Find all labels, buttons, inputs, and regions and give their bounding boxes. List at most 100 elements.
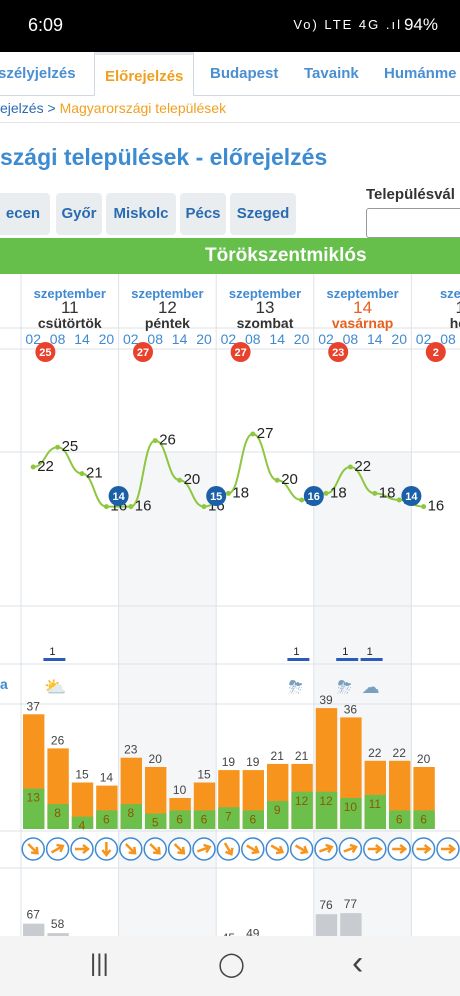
temperature-point: [30, 464, 36, 470]
wind-gust-label: 37: [27, 699, 41, 713]
cloud-cover-label: 45: [222, 931, 236, 936]
temperature-point: [177, 477, 183, 483]
wind-arrow-icon: [149, 843, 161, 855]
temperature-label: 18: [379, 484, 396, 501]
tab-lakes[interactable]: Tavaink: [304, 65, 359, 82]
home-icon[interactable]: ◯: [218, 951, 245, 978]
wind-avg-label: 4: [79, 819, 86, 833]
day-number: 14: [353, 298, 372, 317]
signal-icons: Vo) LTE 4G .ıl: [293, 17, 402, 32]
wind-gust-label: 22: [393, 746, 407, 760]
temperature-point: [372, 490, 378, 496]
breadcrumb-current[interactable]: Magyarországi települések: [59, 100, 227, 116]
wind-arrow-icon: [196, 843, 212, 854]
temperature-label: 20: [281, 471, 298, 488]
hour-label: 20: [391, 331, 407, 347]
forecast-chart: szeptember11csütörtökszeptember12pénteks…: [0, 274, 460, 936]
min-temp-label: 14: [405, 491, 418, 503]
wind-gust-label: 22: [368, 746, 382, 760]
wind-avg-bar: [389, 810, 411, 829]
hour-label: 02: [123, 331, 139, 347]
city-button-gyor[interactable]: Győr: [56, 193, 102, 235]
cloud-cover-label: 49: [246, 927, 260, 936]
hour-label: 08: [440, 331, 456, 347]
town-select-input[interactable]: [366, 208, 460, 238]
max-temp-label: 23: [332, 347, 344, 359]
hour-label: 08: [343, 331, 359, 347]
page-title: szági települések - előrejelzés: [0, 144, 328, 170]
wind-avg-bar: [267, 801, 289, 829]
wind-avg-label: 6: [201, 812, 208, 826]
min-temp-label: 15: [210, 491, 222, 503]
weather-icon: ⛅: [44, 677, 66, 698]
wind-avg-label: 8: [54, 806, 61, 820]
wind-gust-label: 10: [173, 783, 187, 797]
breadcrumb-parent[interactable]: ejelzés: [0, 100, 44, 116]
town-select-label: Településvál: [366, 186, 455, 203]
temperature-point: [299, 497, 305, 503]
wind-gust-label: 23: [124, 743, 138, 757]
tab-forecast[interactable]: Előrejelzés: [94, 52, 195, 96]
tab-warnings[interactable]: szélyjelzés: [0, 65, 76, 82]
row-label: a: [0, 676, 8, 692]
wind-arrow-icon: [294, 844, 309, 855]
precip-bar: [336, 658, 359, 661]
precip-value: 1: [49, 646, 55, 658]
temperature-point: [79, 471, 85, 477]
day-weekday: péntek: [145, 315, 190, 331]
city-button-miskolc[interactable]: Miskolc: [106, 193, 176, 235]
wind-gust-label: 19: [246, 755, 260, 769]
day-month: szeptember: [229, 286, 301, 301]
wind-gust-label: 36: [344, 702, 358, 716]
cloud-cover-bar: [23, 923, 45, 936]
cloud-cover-bar: [47, 933, 69, 936]
wind-gust-label: 14: [100, 771, 114, 785]
wind-arrow-icon: [367, 844, 383, 854]
recent-apps-icon[interactable]: |||: [90, 950, 109, 977]
temperature-point: [225, 490, 231, 496]
precip-value: 1: [367, 646, 373, 658]
tab-budapest[interactable]: Budapest: [210, 65, 279, 82]
wind-avg-label: 8: [127, 806, 134, 820]
hour-label: 14: [269, 331, 285, 347]
wind-avg-label: 9: [274, 803, 281, 817]
wind-arrow-icon: [101, 842, 112, 858]
wind-avg-bar: [169, 810, 191, 829]
temperature-label: 21: [86, 465, 103, 482]
max-temp-badge: [230, 342, 251, 362]
wind-gust-label: 39: [319, 693, 333, 707]
city-button-pecs[interactable]: Pécs: [180, 193, 226, 235]
hour-label: 20: [99, 331, 115, 347]
status-bar: 6:09 Vo) LTE 4G .ıl 94%: [0, 0, 460, 52]
city-button-szeged[interactable]: Szeged: [230, 193, 296, 235]
min-temp-badge: [206, 486, 227, 506]
day-column-shade: [118, 452, 217, 936]
hour-label: 14: [172, 331, 188, 347]
temperature-label: 25: [62, 438, 79, 455]
wind-gust-label: 20: [149, 752, 163, 766]
day-month: szeptember: [326, 286, 398, 301]
hour-label: 14: [74, 331, 90, 347]
wind-arrow-icon: [173, 843, 186, 855]
max-temp-label: 2: [433, 347, 439, 359]
max-temp-badge: [425, 342, 446, 362]
hour-label: 02: [318, 331, 334, 347]
temperature-point: [152, 438, 158, 444]
wind-avg-label: 6: [249, 812, 256, 826]
day-number: 13: [256, 298, 275, 317]
temperature-point: [103, 504, 109, 510]
city-button-debrecen[interactable]: ecen: [0, 193, 50, 235]
tab-human[interactable]: Humánme: [384, 65, 457, 82]
wind-arrow-icon: [318, 843, 334, 854]
wind-avg-bar: [315, 791, 338, 829]
hour-label: 02: [416, 331, 432, 347]
temperature-point: [347, 464, 353, 470]
day-number: 11: [61, 298, 79, 317]
main-tabs: szélyjelzés Előrejelzés Budapest Tavaink…: [0, 52, 460, 96]
back-icon[interactable]: ‹: [352, 944, 364, 982]
wind-avg-bar: [413, 810, 435, 829]
hour-label: 02: [25, 331, 41, 347]
day-month: szepte: [440, 286, 460, 301]
wind-avg-bar: [340, 798, 362, 829]
temperature-point: [55, 444, 61, 450]
